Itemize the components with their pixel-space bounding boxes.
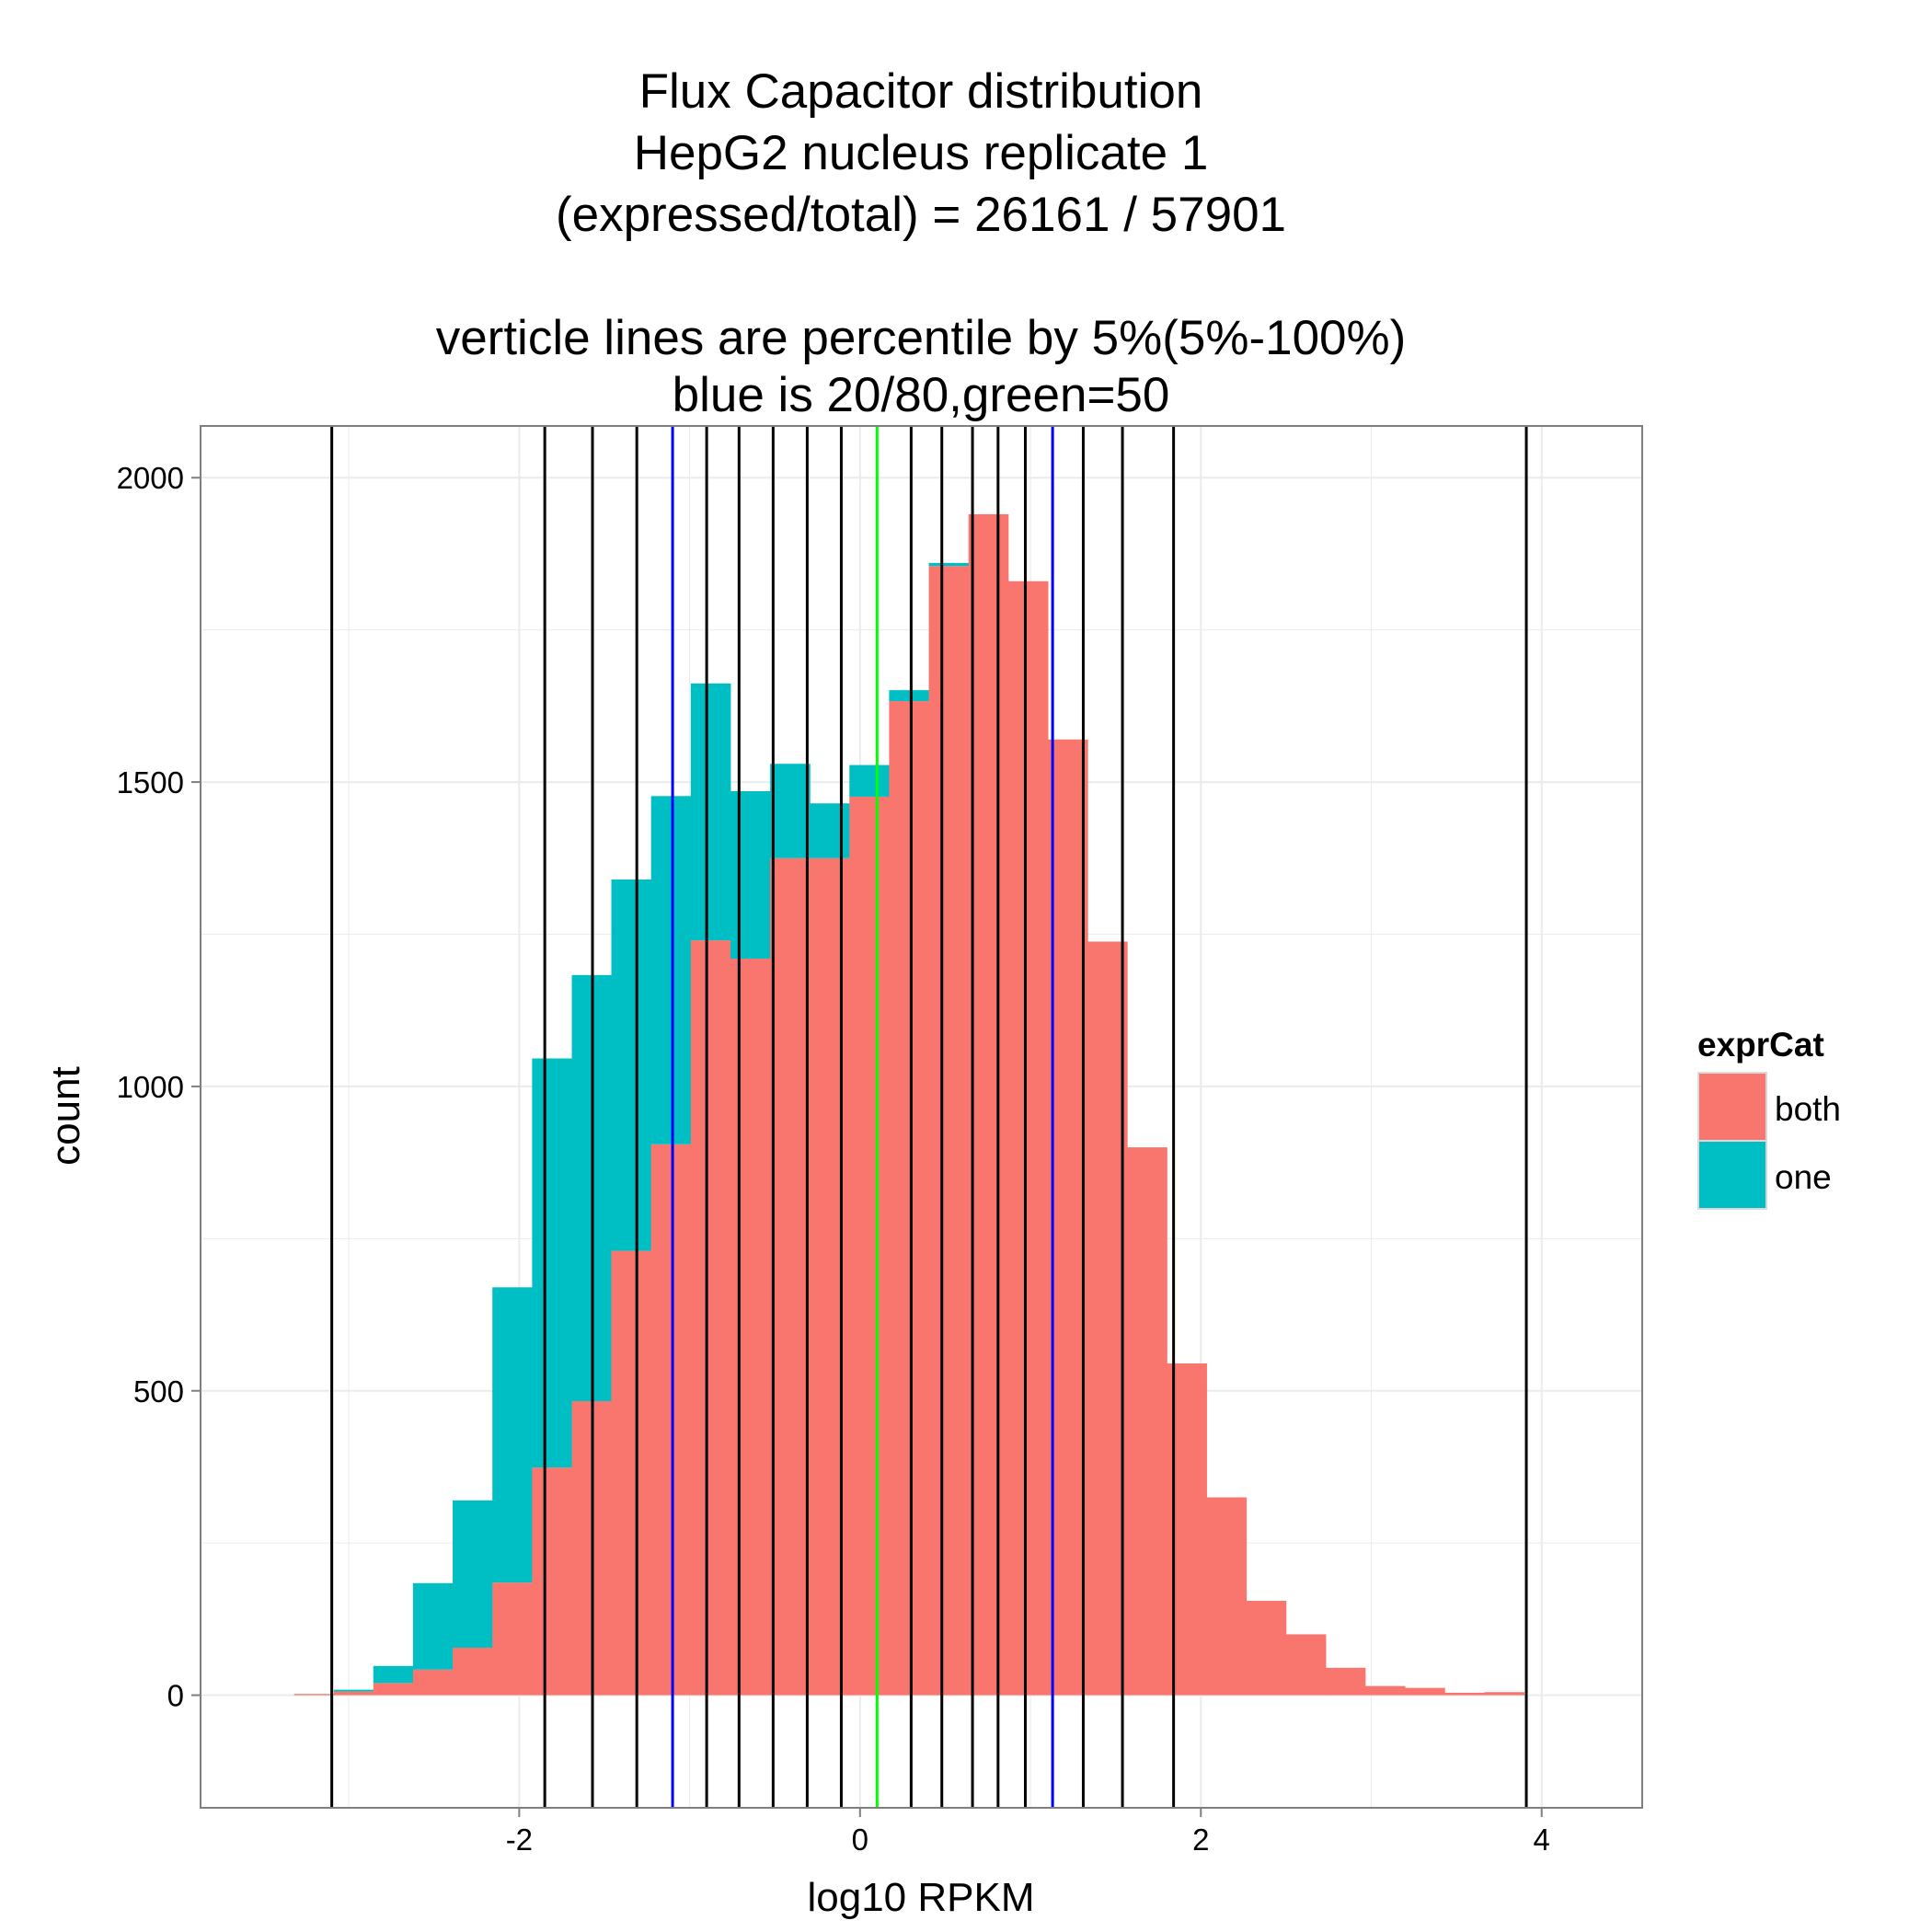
bar-both [650, 1144, 692, 1696]
bar-both [373, 1683, 414, 1696]
legend-label-one: one [1775, 1158, 1832, 1196]
bar-one [373, 1665, 414, 1684]
bar-both [1484, 1692, 1525, 1696]
bar-both [849, 796, 890, 1696]
bar-both [928, 566, 970, 1696]
title-line-3: (expressed/total) = 26161 / 57901 [556, 188, 1286, 242]
x-tick-label: -2 [506, 1823, 533, 1857]
bar-both [1007, 581, 1049, 1696]
bar-both [1444, 1692, 1485, 1696]
legend: exprCat both one [1697, 1026, 1841, 1210]
bar-both [770, 857, 811, 1696]
y-tick-label: 2000 [117, 461, 184, 495]
legend-label-both: both [1775, 1090, 1841, 1128]
title-line-2: HepG2 nucleus replicate 1 [634, 126, 1209, 180]
x-tick-label: 4 [1534, 1823, 1550, 1857]
legend-title: exprCat [1697, 1026, 1824, 1064]
bar-one [889, 690, 930, 702]
bar-both [1087, 941, 1128, 1696]
bar-one [810, 803, 850, 858]
bar-both [333, 1691, 374, 1696]
bar-one [492, 1287, 533, 1583]
bar-both [1246, 1601, 1287, 1696]
bar-both [611, 1250, 652, 1696]
bar-both [532, 1467, 572, 1696]
bar-both [1048, 739, 1088, 1696]
bar-both [453, 1647, 493, 1696]
bar-both [1285, 1634, 1327, 1696]
bar-one [690, 683, 731, 941]
bar-both [492, 1582, 533, 1696]
title-line-5: verticle lines are percentile by 5%(5%-1… [436, 311, 1407, 365]
title-line-1: Flux Capacitor distribution [639, 64, 1203, 119]
y-axis: 0 500 1000 1500 2000 [117, 461, 201, 1713]
percentile-lines [330, 426, 1528, 1808]
bar-one [730, 791, 771, 959]
bar-both [1364, 1685, 1406, 1696]
y-axis-title: count [43, 1066, 88, 1166]
bar-both [810, 857, 850, 1696]
bar-both [730, 958, 771, 1696]
bar-one [333, 1689, 374, 1692]
bar-both [889, 701, 930, 1696]
panel-border [200, 425, 1643, 1809]
y-tick-label: 500 [133, 1374, 184, 1409]
bar-both [1325, 1667, 1366, 1696]
bar-both [1405, 1687, 1445, 1696]
bar-both [412, 1669, 454, 1696]
plot-panel [200, 425, 1643, 1809]
x-axis: -2 0 2 4 [506, 1808, 1550, 1857]
bar-one [650, 796, 692, 1144]
title-line-6: blue is 20/80,green=50 [673, 368, 1170, 422]
bar-one [412, 1582, 454, 1670]
bar-one [849, 765, 890, 797]
y-tick-label: 1000 [117, 1070, 184, 1104]
bar-both [690, 940, 731, 1696]
bar-one [928, 562, 970, 567]
bar-one [532, 1058, 572, 1468]
y-tick-label: 1500 [117, 765, 184, 799]
x-axis-title: log10 RPKM [807, 1875, 1034, 1920]
legend-key-both [1697, 1072, 1767, 1142]
y-tick-label: 0 [167, 1679, 184, 1713]
legend-key-one [1697, 1140, 1767, 1210]
x-tick-label: 2 [1192, 1823, 1209, 1857]
histogram-bars [293, 513, 1525, 1696]
bar-one [770, 764, 811, 858]
bar-both [1206, 1497, 1248, 1696]
bar-both [1127, 1147, 1167, 1696]
chart-title: Flux Capacitor distribution HepG2 nucleu… [436, 64, 1407, 422]
bar-both [293, 1694, 335, 1696]
bar-one [611, 879, 652, 1251]
bar-one [453, 1500, 493, 1648]
x-tick-label: 0 [852, 1823, 868, 1857]
bar-both [968, 513, 1009, 1696]
